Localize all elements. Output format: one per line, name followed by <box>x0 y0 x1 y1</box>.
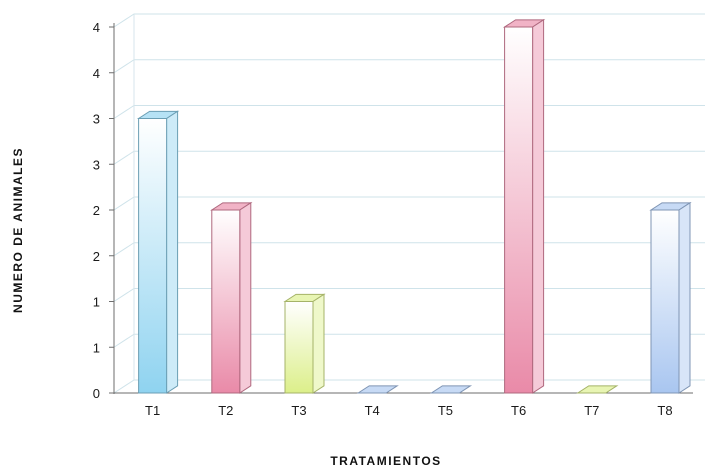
y-tick-label: 1 <box>93 340 100 355</box>
bar-side-face <box>532 18 545 394</box>
bar-t4 <box>356 385 399 394</box>
bar-t1 <box>136 110 180 394</box>
bar-t7 <box>576 385 619 394</box>
grid-lines <box>113 13 705 394</box>
y-tick-label: 2 <box>93 249 100 264</box>
bar-t6 <box>502 18 546 394</box>
grid-line <box>113 105 705 119</box>
x-tick-label: T4 <box>365 403 380 418</box>
bar-t8 <box>649 201 692 394</box>
bar-top-face <box>356 385 399 394</box>
bar-side-face <box>312 293 325 394</box>
bar-side-face <box>166 110 179 394</box>
bar-top-face <box>576 385 619 394</box>
x-tick-label: T1 <box>145 403 160 418</box>
bar-front-face <box>650 209 680 394</box>
y-tick-labels: 0 1 1 2 2 3 3 4 4 <box>93 20 100 401</box>
x-tick-label: T3 <box>291 403 306 418</box>
y-tick-label: 1 <box>93 295 100 310</box>
grid-line <box>113 242 705 257</box>
grid-line <box>113 196 705 211</box>
bar-t3 <box>283 293 326 394</box>
bar-top-face <box>429 385 473 394</box>
grid-line <box>113 288 705 302</box>
x-tick-labels: T1 T2 T3 T4 T5 T6 T7 T8 <box>145 403 673 418</box>
y-tick-label: 3 <box>93 112 100 127</box>
y-tick-label: 3 <box>93 157 100 172</box>
bar-t2 <box>210 201 253 394</box>
y-tick-label: 4 <box>93 20 100 35</box>
grid-line <box>113 150 705 165</box>
y-tick-label: 4 <box>93 66 100 81</box>
y-axis-title: NUMERO DE ANIMALES <box>11 147 25 313</box>
x-tick-label: T5 <box>438 403 453 418</box>
bar-front-face <box>138 118 168 394</box>
bar-side-face <box>239 201 252 394</box>
x-tick-label: T8 <box>657 403 672 418</box>
y-tick-label: 0 <box>93 386 100 401</box>
bar-front-face <box>211 209 241 394</box>
grid-line <box>113 59 705 74</box>
grid-line <box>113 13 705 28</box>
bar-t5 <box>429 385 473 394</box>
axes <box>109 23 693 394</box>
x-tick-label: T2 <box>218 403 233 418</box>
y-tick-label: 2 <box>93 203 100 218</box>
x-tick-label: T7 <box>584 403 599 418</box>
bar-front-face <box>504 26 534 394</box>
grid-line <box>113 333 705 348</box>
bar-front-face <box>284 301 314 394</box>
bar-side-face <box>678 201 691 394</box>
x-tick-label: T6 <box>511 403 526 418</box>
x-axis-title: TRATAMIENTOS <box>330 454 441 468</box>
bars <box>136 18 692 394</box>
